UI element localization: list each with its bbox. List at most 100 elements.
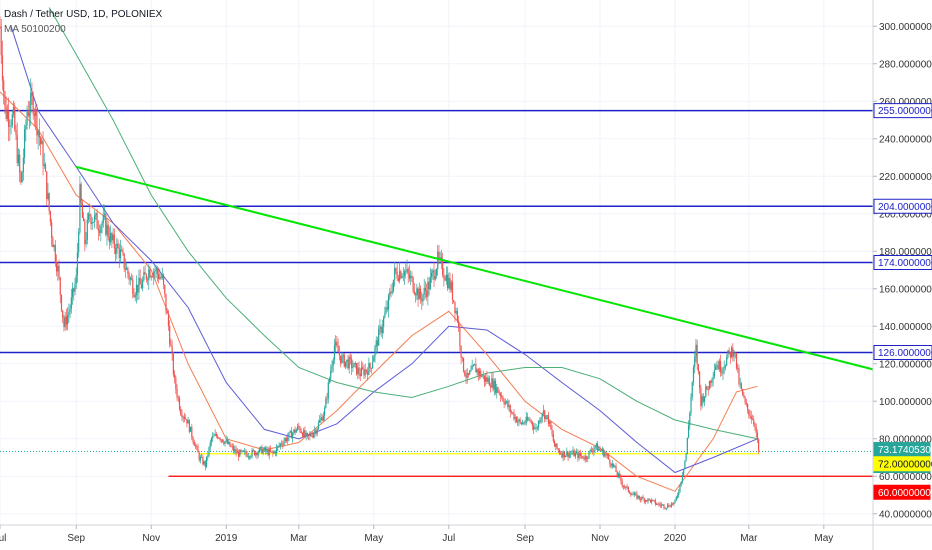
candle xyxy=(754,422,756,431)
candle xyxy=(174,370,176,384)
candle xyxy=(188,419,190,434)
candle xyxy=(419,285,422,304)
candle xyxy=(640,496,642,503)
candle xyxy=(292,431,294,443)
candle xyxy=(734,352,736,359)
candle-body xyxy=(339,355,342,364)
candle-body xyxy=(249,456,251,458)
candle xyxy=(646,499,648,503)
candle-body xyxy=(594,446,596,449)
candle xyxy=(541,412,543,423)
candle-body xyxy=(304,429,306,436)
candle xyxy=(199,454,202,464)
candle-body xyxy=(407,268,409,274)
level-price-tag-text: 174.00000000 xyxy=(878,258,932,269)
candle-body xyxy=(574,453,577,457)
candle-body xyxy=(363,368,365,376)
candle xyxy=(510,409,513,415)
candle-body xyxy=(723,367,725,369)
candle xyxy=(57,262,59,281)
candle-body xyxy=(400,271,402,279)
candle-body xyxy=(604,453,606,457)
candle-body xyxy=(53,245,55,248)
candle-body xyxy=(197,446,199,453)
candle-body xyxy=(59,277,61,295)
candle xyxy=(619,470,621,479)
candle xyxy=(338,345,340,361)
candle xyxy=(267,446,269,457)
candle xyxy=(427,276,429,306)
candle xyxy=(250,454,252,460)
candle xyxy=(673,502,675,507)
candle-body xyxy=(750,416,752,420)
candle-body xyxy=(48,193,50,212)
candle xyxy=(454,301,456,322)
candle xyxy=(41,137,43,145)
candle xyxy=(517,416,519,426)
candle-body xyxy=(300,431,302,433)
candle-body xyxy=(542,410,545,414)
candle xyxy=(514,413,516,424)
candle-body xyxy=(547,415,549,424)
candle xyxy=(587,456,589,463)
candle-body xyxy=(319,419,321,423)
candle-body xyxy=(416,288,418,296)
candle-body xyxy=(288,432,290,438)
candle-body xyxy=(46,171,48,199)
candle-body xyxy=(0,26,2,56)
candle-body xyxy=(446,274,449,289)
level-price-tag-text: 204.00000000 xyxy=(878,202,932,213)
candle xyxy=(263,446,265,451)
candle-body xyxy=(611,463,613,467)
level-price-tag-bg xyxy=(873,198,932,214)
level-price-tag: 126.00000000 xyxy=(873,345,932,360)
candle-body xyxy=(103,213,106,216)
candle-body xyxy=(12,107,15,115)
candle-body xyxy=(381,327,383,333)
candle-body xyxy=(449,278,451,290)
candle-body xyxy=(183,416,186,419)
candle-body xyxy=(32,96,34,115)
time-tick-label: Sep xyxy=(67,533,85,544)
candle-body xyxy=(394,267,396,280)
candle-body xyxy=(605,453,607,455)
candle-body xyxy=(401,276,403,279)
support-level-tag-bg xyxy=(873,484,931,500)
candle-body xyxy=(620,476,622,482)
candle-body xyxy=(6,111,8,120)
candle xyxy=(730,345,733,359)
candle-body xyxy=(687,425,690,438)
candle-body xyxy=(451,281,454,301)
candle xyxy=(614,465,616,468)
candle xyxy=(738,364,740,387)
candle xyxy=(515,416,518,423)
candle xyxy=(699,370,701,394)
candle-body xyxy=(364,369,366,376)
candle xyxy=(657,502,659,506)
candle xyxy=(397,274,399,283)
candle-body xyxy=(57,265,59,272)
candle-body xyxy=(85,240,87,245)
candle xyxy=(417,286,419,307)
candle-body xyxy=(309,434,311,436)
candle-body xyxy=(63,318,65,328)
candle xyxy=(357,362,359,380)
time-tick-label: Mar xyxy=(740,533,758,544)
candle-body xyxy=(271,451,273,453)
candle-body xyxy=(368,363,370,375)
candle xyxy=(51,218,53,247)
candle-body xyxy=(230,446,232,448)
candle xyxy=(727,350,729,360)
candle-body xyxy=(474,364,476,366)
candle-body xyxy=(260,446,262,448)
candle-body xyxy=(684,460,686,469)
candle-body xyxy=(282,444,284,446)
yellow-level-tag-bg xyxy=(873,456,931,472)
candle-body xyxy=(432,270,434,273)
candle-body xyxy=(558,450,561,453)
candle-body xyxy=(410,275,412,279)
candle-body xyxy=(549,421,551,424)
candle xyxy=(266,446,268,455)
candle xyxy=(608,452,610,460)
